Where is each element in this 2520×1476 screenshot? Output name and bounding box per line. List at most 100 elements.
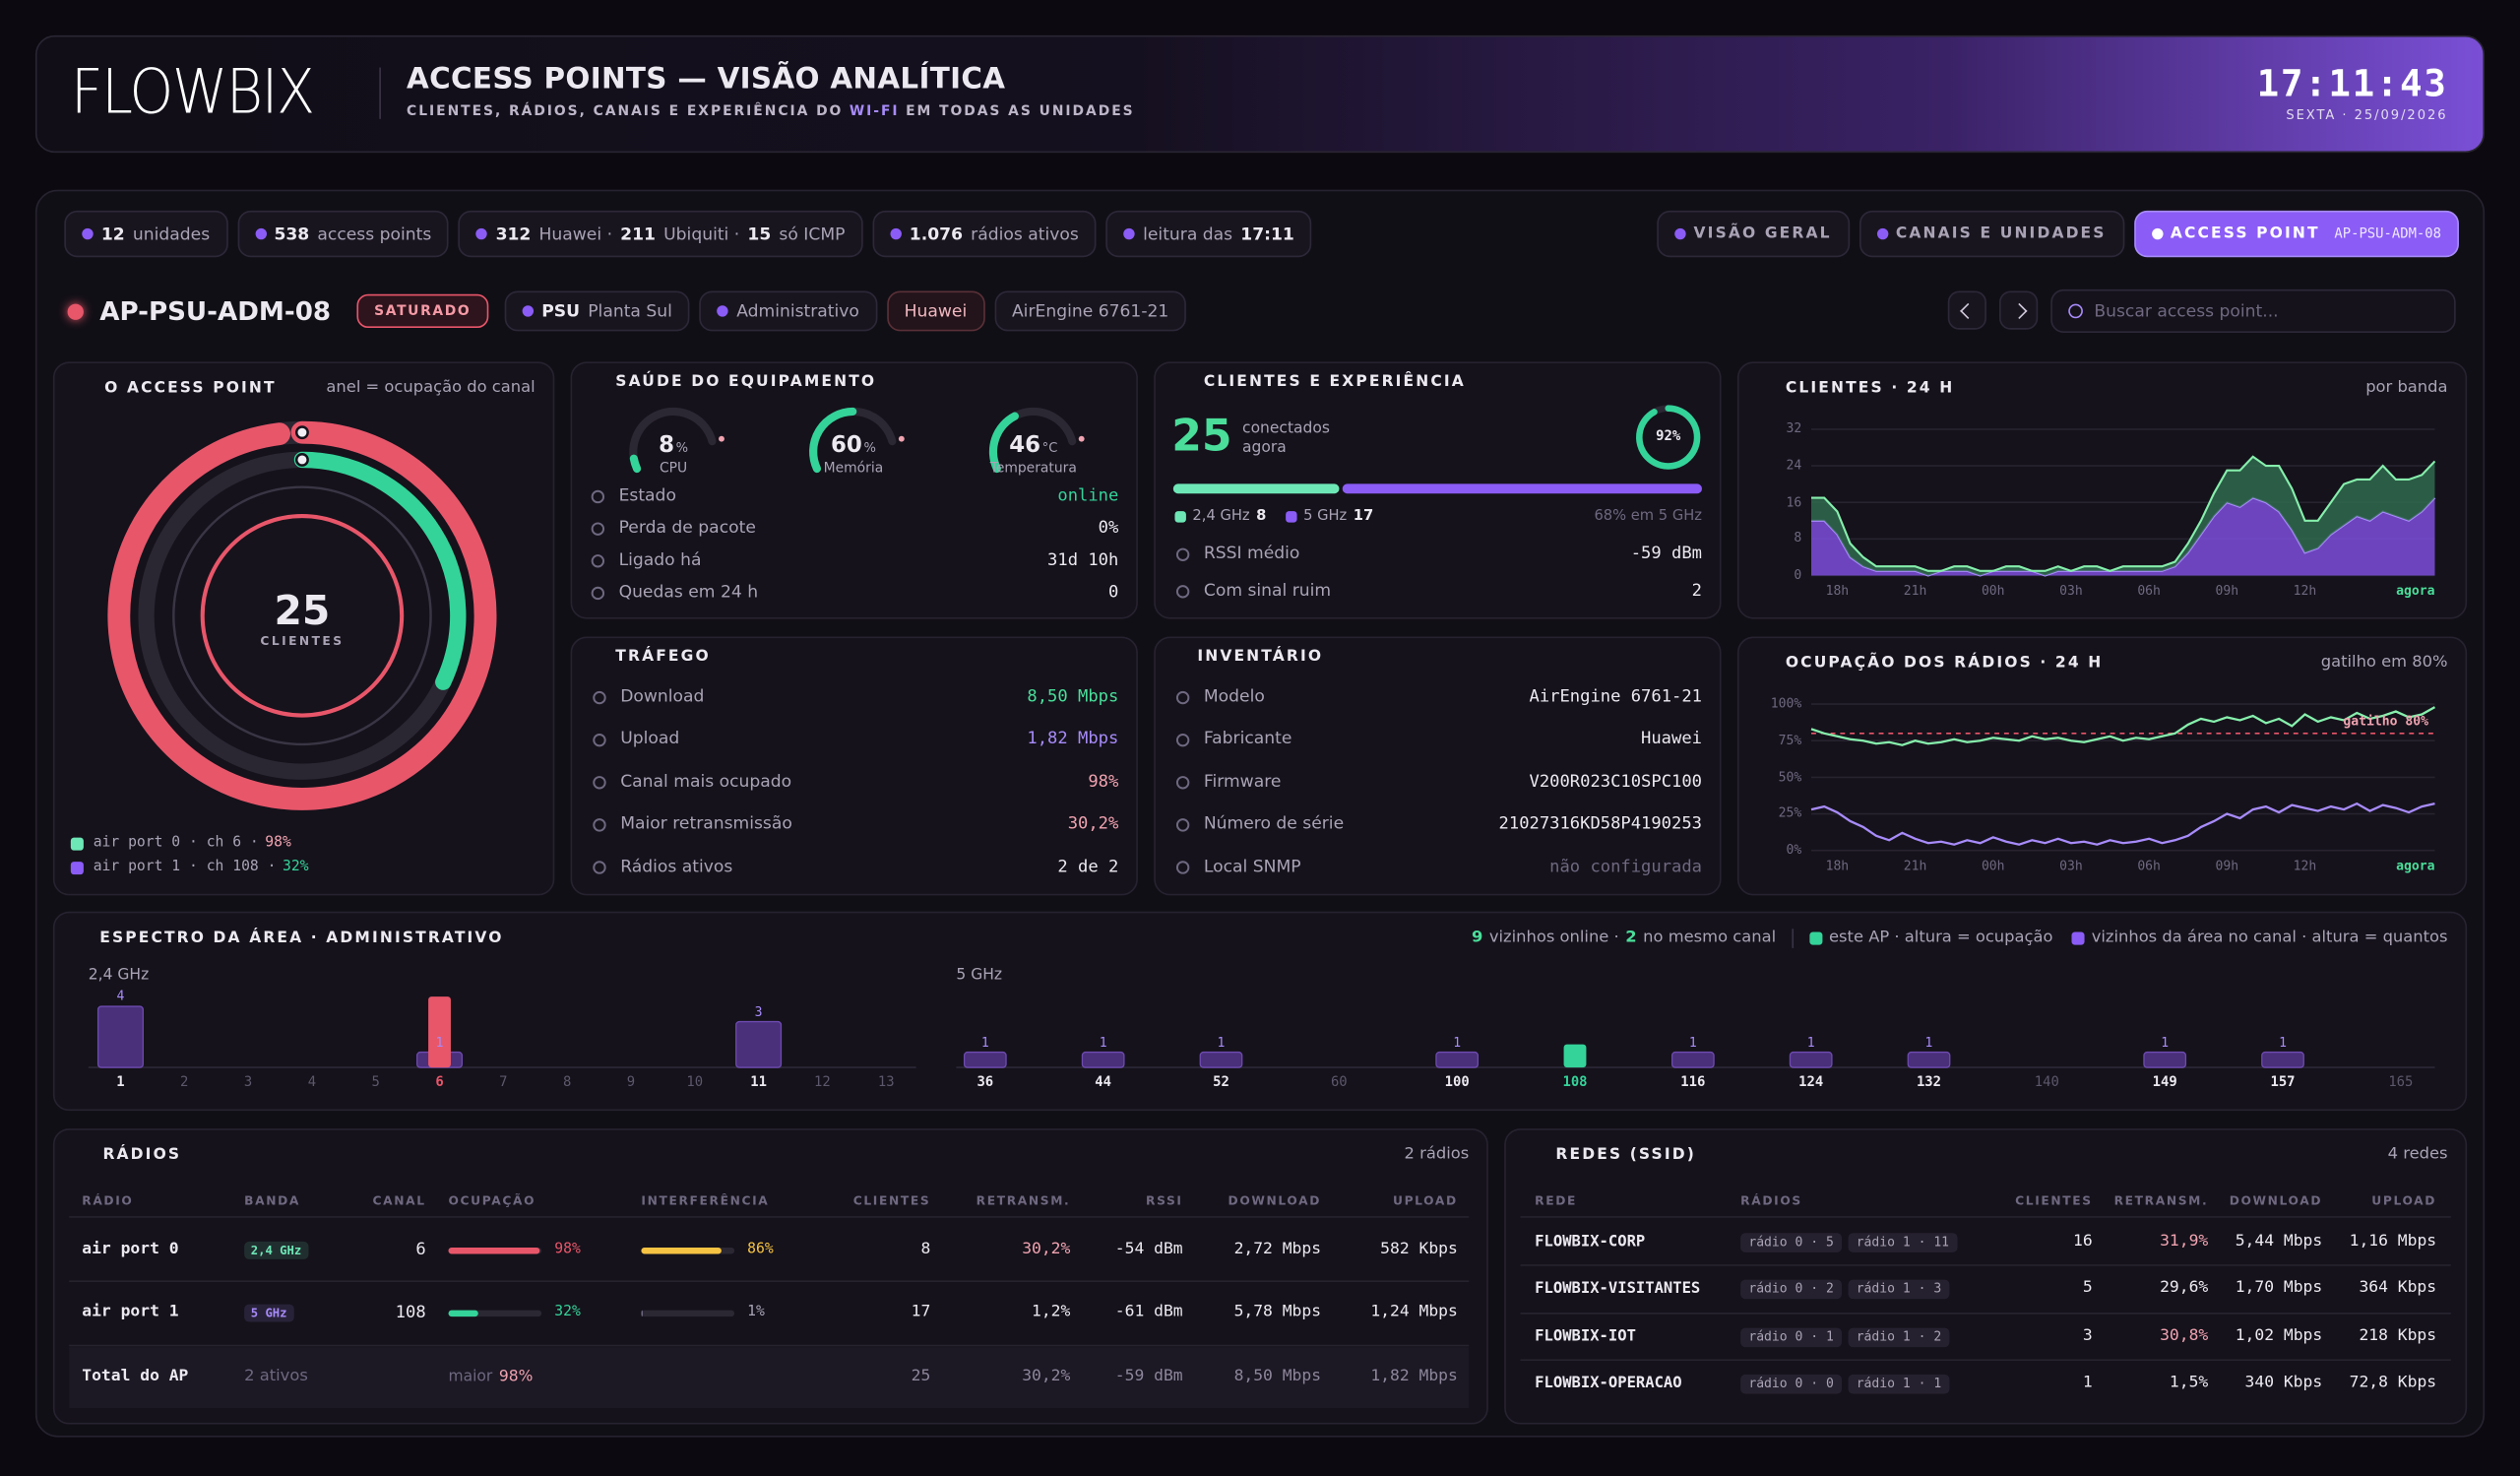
row-icon bbox=[591, 586, 605, 601]
row-label: RSSI médio bbox=[1203, 544, 1300, 564]
network-name: FLOWBIX-CORP bbox=[1535, 1233, 1646, 1251]
prev-button[interactable] bbox=[1947, 290, 1986, 330]
radio-chip: rádio 0 · 0 bbox=[1740, 1375, 1842, 1394]
ap-bar bbox=[1563, 1044, 1587, 1068]
radio-chips: rádio 0 · 0 rádio 1 · 1 bbox=[1740, 1375, 1950, 1394]
channel-label: 165 bbox=[2388, 1074, 2414, 1092]
gauge-number: 46 bbox=[1009, 432, 1041, 459]
row-icon bbox=[593, 776, 606, 790]
cell: -61 dBm bbox=[1114, 1303, 1183, 1321]
header-separator bbox=[379, 67, 381, 119]
channel-label: 3 bbox=[243, 1074, 253, 1092]
y-tick-label: 0% bbox=[1786, 842, 1802, 858]
ring-core bbox=[200, 514, 405, 718]
neighbor-count: 1 bbox=[1924, 1034, 1933, 1050]
band-swatch bbox=[1286, 511, 1297, 523]
panel-note: gatilho em 80% bbox=[2320, 654, 2448, 673]
cell: 1,16 Mbps bbox=[2349, 1232, 2437, 1251]
tab-label: ACCESS POINT bbox=[2170, 225, 2320, 243]
area bbox=[1810, 456, 2435, 576]
summary-part: 2 bbox=[1625, 929, 1637, 947]
cell: 5,44 Mbps bbox=[2235, 1232, 2323, 1251]
x-tick-label: 00h bbox=[1981, 858, 2005, 873]
panel-note: 2 rádios bbox=[1404, 1145, 1470, 1164]
row-value: 1,82 Mbps bbox=[1027, 729, 1119, 749]
channel-label: 108 bbox=[1562, 1074, 1588, 1092]
header-bar bbox=[34, 34, 2486, 154]
radio-chip: rádio 1 · 1 bbox=[1848, 1375, 1950, 1394]
gauge-value: 46 °C bbox=[1009, 433, 1057, 462]
network-name: FLOWBIX-OPERACAO bbox=[1535, 1375, 1682, 1393]
search-box[interactable]: Buscar access point... bbox=[2050, 289, 2456, 333]
column-header: RÁDIOS bbox=[1740, 1192, 1802, 1208]
tab-icon bbox=[2151, 227, 2163, 240]
row-label: Local SNMP bbox=[1203, 857, 1301, 876]
radio-chip: rádio 0 · 1 bbox=[1740, 1327, 1842, 1347]
row-icon bbox=[1175, 585, 1190, 599]
column-header: DOWNLOAD bbox=[1228, 1192, 1322, 1208]
ap-name: AP-PSU-ADM-08 bbox=[99, 295, 332, 327]
max-label: maior bbox=[448, 1368, 493, 1386]
subtitle-part: CLIENTES, RÁDIOS, CANAIS E EXPERIÊNCIA D… bbox=[407, 103, 844, 120]
row-label: Perda de pacote bbox=[618, 518, 756, 539]
band-chip: 5 GHz bbox=[244, 1304, 294, 1323]
stat-icon bbox=[890, 227, 902, 240]
ring-marker bbox=[294, 452, 309, 467]
neighbor-count: 1 bbox=[435, 1034, 444, 1050]
legend-swatch bbox=[70, 862, 84, 875]
gauge-marker bbox=[898, 435, 905, 442]
row-value: 21027316KD58P4190253 bbox=[1498, 814, 1702, 834]
vendor: Huawei bbox=[904, 301, 968, 321]
neighbor-count: 1 bbox=[2279, 1034, 2287, 1050]
radio-name: air port 0 bbox=[82, 1241, 179, 1258]
loc-icon bbox=[522, 305, 535, 317]
legend-swatch bbox=[70, 837, 84, 851]
column-header: CLIENTES bbox=[2015, 1192, 2093, 1208]
next-button[interactable] bbox=[1999, 290, 2039, 330]
band-chip: 2,4 GHz bbox=[244, 1241, 308, 1260]
neighbor-count: 1 bbox=[2161, 1034, 2170, 1050]
panel-title: INVENTÁRIO bbox=[1197, 648, 1324, 667]
tab[interactable]: CANAIS E UNIDADES bbox=[1858, 210, 2124, 258]
neighbor-count: 1 bbox=[1453, 1034, 1462, 1050]
ap-bar bbox=[428, 996, 451, 1068]
tab-detail: AP-PSU-ADM-08 bbox=[2334, 225, 2441, 242]
occupancy-label: 98% bbox=[554, 1242, 581, 1258]
x-tick-label: agora bbox=[2396, 858, 2435, 873]
channel-label: 36 bbox=[976, 1074, 994, 1092]
cell: 2,72 Mbps bbox=[1233, 1241, 1322, 1258]
clients-count: 25 bbox=[1171, 412, 1232, 462]
stat-text: 312 bbox=[495, 224, 532, 244]
site-name: Planta Sul bbox=[588, 301, 672, 321]
stat-chip: 312 Huawei · 211 Ubiquiti · 15 só ICMP bbox=[459, 210, 863, 258]
row-value: 0% bbox=[1098, 518, 1119, 539]
tab-icon bbox=[1876, 227, 1888, 240]
cell: 8,50 Mbps bbox=[1233, 1367, 1322, 1385]
radio-name: air port 1 bbox=[82, 1303, 179, 1321]
tab[interactable]: VISÃO GERAL bbox=[1657, 210, 1850, 258]
row-icon bbox=[591, 489, 605, 504]
row-label: Número de série bbox=[1203, 814, 1345, 834]
subtitle-part: WI-FI bbox=[849, 103, 900, 120]
subtitle-part: EM TODAS AS UNIDADES bbox=[906, 103, 1135, 120]
channel-label: 12 bbox=[814, 1074, 831, 1092]
spectrum-panel bbox=[52, 911, 2468, 1112]
channel-label: 2 bbox=[180, 1074, 189, 1092]
channel-label: 124 bbox=[1798, 1074, 1824, 1092]
channel-label: 60 bbox=[1330, 1074, 1348, 1092]
cell: 5 bbox=[2082, 1279, 2093, 1298]
ring-inner bbox=[172, 485, 432, 746]
panel-title: RÁDIOS bbox=[102, 1146, 182, 1165]
column-header: UPLOAD bbox=[1393, 1192, 1458, 1208]
legend-entry: air port 0 · ch 6 · 98% bbox=[94, 835, 291, 853]
spectrum-legend: 9 vizinhos online · 2 no mesmo canal este AP… bbox=[1472, 929, 2448, 949]
tab[interactable]: ACCESS POINT AP-PSU-ADM-08 bbox=[2133, 210, 2459, 258]
panel-note: 4 redes bbox=[2387, 1145, 2448, 1164]
channel-label: 6 bbox=[435, 1074, 444, 1092]
neighbor-count: 1 bbox=[980, 1034, 989, 1050]
stat-text: 15 bbox=[747, 224, 772, 244]
channel-label: 9 bbox=[626, 1074, 636, 1092]
model-chip: AirEngine 6761-21 bbox=[993, 290, 1187, 332]
occupancy-label: 32% bbox=[554, 1304, 581, 1321]
